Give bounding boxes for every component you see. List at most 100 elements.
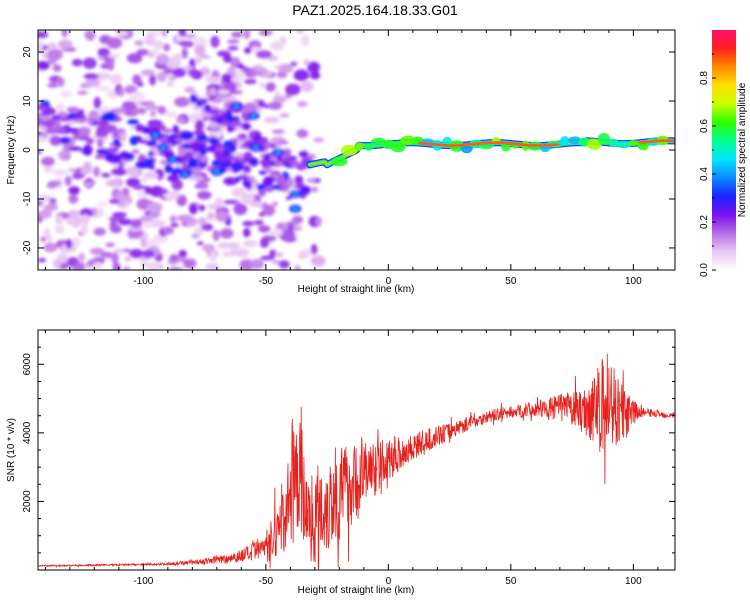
heatmap-band-cell <box>168 134 180 139</box>
heatmap-noise-cell <box>285 83 301 96</box>
heatmap-noise-cell <box>271 201 279 207</box>
heatmap-noise-cell <box>162 226 175 235</box>
heatmap-noise-cell <box>52 259 61 269</box>
heatmap-noise-cell <box>168 267 184 270</box>
heatmap-noise-cell <box>242 102 258 115</box>
heatmap-noise-cell <box>207 204 220 210</box>
heatmap-band-cell <box>106 147 119 154</box>
heatmap-noise-cell <box>139 262 152 267</box>
heatmap-band-cell <box>242 165 251 174</box>
heatmap-noise-cell <box>119 131 128 143</box>
heatmap-noise-cell <box>54 214 64 225</box>
heatmap-noise-cell <box>200 54 211 60</box>
heatmap-band-cell <box>222 150 231 157</box>
heatmap-noise-cell <box>243 227 251 238</box>
carrier-ridge-blotch <box>340 144 358 156</box>
heatmap-noise-cell <box>184 86 196 93</box>
carrier-ridge-blotch <box>586 138 602 150</box>
snr-xtick-label: 0 <box>386 576 392 587</box>
heatmap-noise-cell <box>181 65 194 71</box>
heatmap-noise-cell <box>259 237 269 249</box>
heatmap-noise-cell <box>300 80 314 92</box>
heatmap-noise-cell <box>60 90 73 98</box>
heatmap-noise-cell <box>44 166 52 173</box>
heatmap-noise-cell <box>166 80 174 88</box>
heatmap-noise-cell <box>38 195 52 202</box>
spectrogram-ylabel: Frequency (Hz) <box>6 116 17 185</box>
heatmap-band-cell <box>193 130 206 136</box>
heatmap-noise-cell <box>190 69 203 80</box>
heatmap-band-cell <box>298 151 309 158</box>
heatmap-band-cell <box>131 149 140 154</box>
heatmap-noise-cell <box>263 116 280 124</box>
heatmap-ridge-cell <box>214 116 224 124</box>
heatmap-noise-cell <box>115 30 129 37</box>
snr-line <box>38 353 675 570</box>
spectrogram-xtick-label: 50 <box>505 276 517 287</box>
heatmap-band-cell <box>45 128 60 135</box>
heatmap-ridge-cell <box>195 101 204 108</box>
snr-xtick-label: -50 <box>259 576 274 587</box>
heatmap-noise-cell <box>124 84 138 95</box>
heatmap-band-cell <box>68 146 83 151</box>
heatmap-noise-cell <box>56 103 65 111</box>
heatmap-noise-cell <box>129 248 144 259</box>
heatmap-noise-cell <box>113 248 127 254</box>
heatmap-noise-cell <box>194 45 206 55</box>
heatmap-noise-cell <box>149 110 157 117</box>
heatmap-noise-cell <box>57 76 65 87</box>
heatmap-noise-cell <box>121 100 136 112</box>
heatmap-noise-cell <box>163 192 174 199</box>
carrier-ridge-blotch <box>390 140 406 153</box>
heatmap-noise-cell <box>80 223 88 236</box>
carrier-ridge-blotch <box>567 136 582 145</box>
carrier-ridge-blotch <box>615 141 632 149</box>
heatmap-noise-cell <box>294 264 301 270</box>
heatmap-noise-cell <box>297 100 308 108</box>
heatmap-band-cell <box>67 112 80 118</box>
heatmap-noise-cell <box>169 215 177 223</box>
heatmap-noise-cell <box>210 35 220 48</box>
heatmap-noise-cell <box>267 101 283 110</box>
carrier-ridge-blotch <box>364 143 374 151</box>
heatmap-noise-cell <box>308 177 316 183</box>
heatmap-hotspot-core <box>182 172 188 177</box>
snr-xtick-label: 100 <box>625 576 642 587</box>
heatmap-noise-cell <box>139 178 147 183</box>
heatmap-noise-cell <box>172 67 187 78</box>
heatmap-noise-cell <box>217 50 231 57</box>
heatmap-noise-cell <box>194 119 204 132</box>
heatmap-noise-cell <box>156 71 167 82</box>
heatmap-noise-cell <box>82 57 97 69</box>
heatmap-noise-cell <box>249 258 265 270</box>
spectrogram-ytick-label: 10 <box>22 95 33 107</box>
heatmap-noise-cell <box>243 30 251 40</box>
heatmap-noise-cell <box>257 99 265 108</box>
heatmap-noise-cell <box>161 128 174 134</box>
heatmap-noise-cell <box>146 202 163 213</box>
heatmap-band-cell <box>205 145 218 153</box>
heatmap-noise-cell <box>176 194 187 207</box>
heatmap-noise-cell <box>276 140 289 145</box>
heatmap-noise-cell <box>84 30 96 40</box>
heatmap-noise-cell <box>243 47 252 54</box>
heatmap-hotspot-core <box>214 170 220 174</box>
heatmap-noise-cell <box>287 222 294 234</box>
heatmap-noise-cell <box>140 238 148 249</box>
heatmap-band-cell <box>245 180 253 190</box>
heatmap-noise-cell <box>209 250 217 263</box>
heatmap-noise-cell <box>142 214 153 222</box>
heatmap-noise-cell <box>161 30 168 37</box>
heatmap-noise-cell <box>83 73 99 80</box>
heatmap-noise-cell <box>123 266 131 270</box>
heatmap-ridge-cell <box>284 158 292 165</box>
heatmap-band-cell <box>187 162 200 168</box>
heatmap-noise-cell <box>269 228 283 236</box>
heatmap-band-cell <box>92 120 99 126</box>
colorbar-tick-label: 0.0 <box>699 263 710 277</box>
heatmap-noise-cell <box>43 204 59 211</box>
heatmap-noise-cell <box>107 59 115 71</box>
snr-axes: -100 -50 0 50 100 2000 4000 6000 <box>22 330 675 587</box>
heatmap-hotspot-core <box>233 104 239 108</box>
